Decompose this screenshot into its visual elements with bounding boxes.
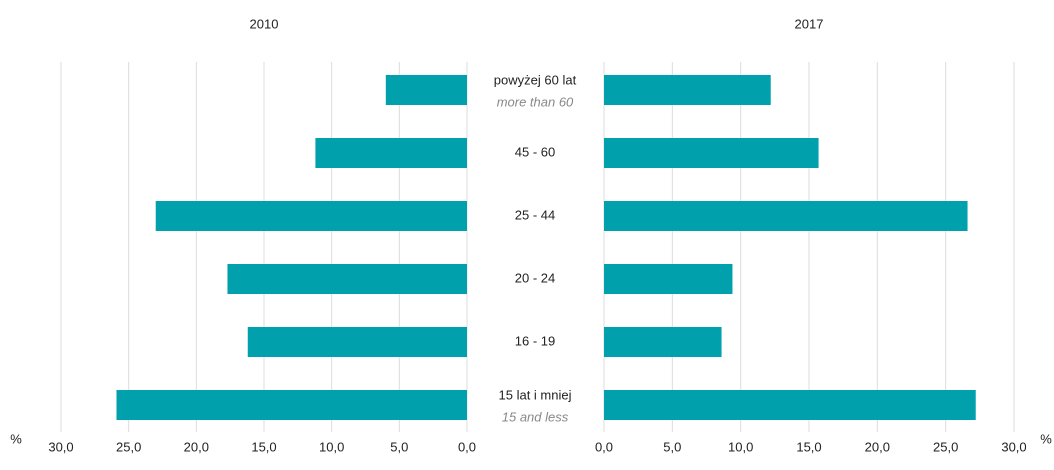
bar — [116, 390, 467, 420]
x-tick-label: 15,0 — [796, 439, 821, 454]
bar — [315, 138, 467, 168]
x-tick-label: 30,0 — [48, 439, 73, 454]
chart-title: 2017 — [795, 16, 824, 31]
x-tick-label: 10,0 — [728, 439, 753, 454]
x-tick-label: 0,0 — [595, 439, 613, 454]
category-label: 20 - 24 — [515, 270, 555, 285]
category-label: 16 - 19 — [515, 333, 555, 348]
chart-title: 2010 — [250, 16, 279, 31]
x-tick-label: 5,0 — [663, 439, 681, 454]
category-translation: more than 60 — [497, 94, 574, 109]
category-label: 25 - 44 — [515, 207, 555, 222]
category-label: 15 lat i mniej — [499, 387, 572, 402]
x-tick-label: 20,0 — [184, 439, 209, 454]
bar — [155, 201, 467, 231]
x-tick-label: 5,0 — [390, 439, 408, 454]
bar — [385, 75, 467, 105]
x-tick-label: 20,0 — [865, 439, 890, 454]
x-axis-label: % — [10, 431, 22, 446]
x-axis-label: % — [1040, 431, 1052, 446]
x-tick-label: 25,0 — [933, 439, 958, 454]
bar — [604, 138, 819, 168]
category-label: powyżej 60 lat — [494, 72, 577, 87]
bar — [604, 75, 771, 105]
bar — [227, 264, 467, 294]
x-tick-label: 15,0 — [251, 439, 276, 454]
category-label: 45 - 60 — [515, 144, 555, 159]
x-tick-label: 25,0 — [116, 439, 141, 454]
x-tick-label: 10,0 — [319, 439, 344, 454]
x-tick-label: 0,0 — [458, 439, 476, 454]
bar — [247, 327, 467, 357]
x-tick-label: 30,0 — [1001, 439, 1026, 454]
bar — [604, 264, 733, 294]
bar — [604, 390, 976, 420]
category-translation: 15 and less — [502, 409, 569, 424]
bar — [604, 327, 722, 357]
bar — [604, 201, 968, 231]
